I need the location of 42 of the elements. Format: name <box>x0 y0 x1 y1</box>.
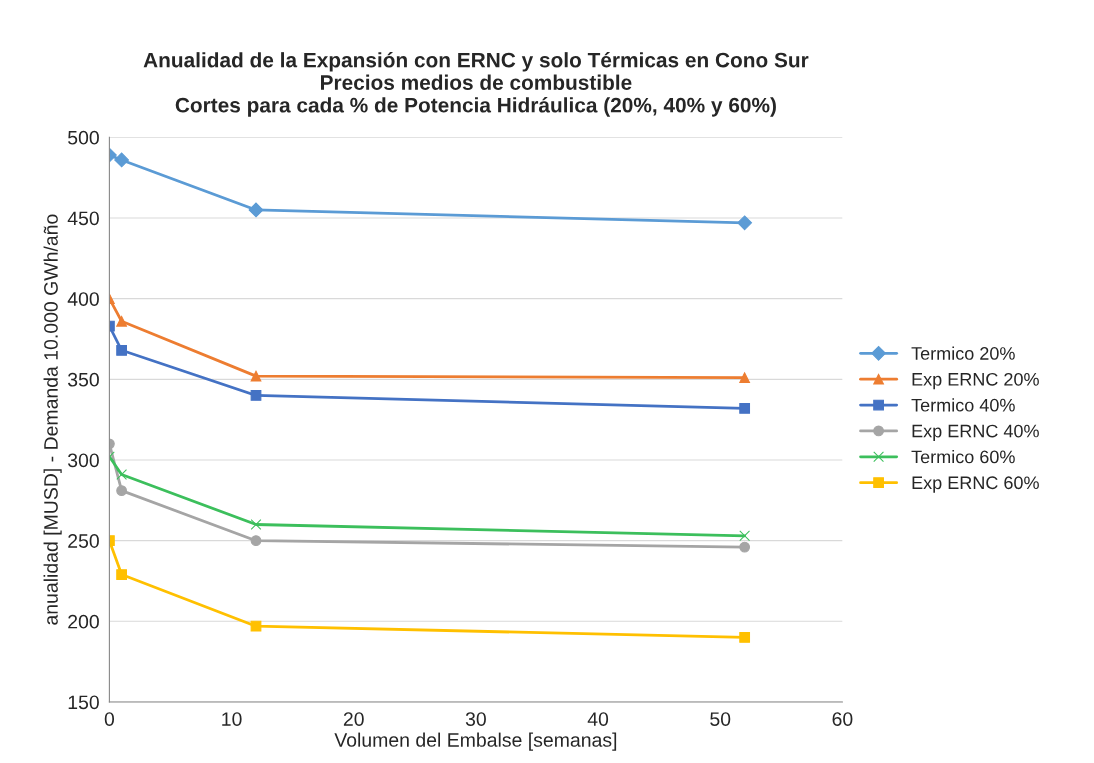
point <box>250 535 262 547</box>
point <box>739 541 751 553</box>
point <box>250 519 262 530</box>
y-tick-label: 500 <box>68 130 99 145</box>
y-tick-label: 250 <box>68 534 99 548</box>
point <box>250 390 262 401</box>
x-tick-label: 20 <box>343 712 364 726</box>
y-tick-label: 150 <box>68 695 99 710</box>
y-axis-title: anualidad [MUSD] - Demanda 10.000 GWh/año <box>43 214 62 625</box>
x-tick-label: 0 <box>104 712 115 726</box>
x-tick-label: 40 <box>587 712 609 726</box>
y-tick-label: 200 <box>68 614 99 629</box>
x-axis-title: Volumen del Embalse [semanas] <box>334 732 617 751</box>
point <box>116 569 127 580</box>
point <box>116 315 127 327</box>
point <box>739 632 751 643</box>
point <box>737 215 753 231</box>
x-tick-label: 30 <box>465 712 486 726</box>
x-tick-label: 10 <box>222 712 242 726</box>
point <box>250 620 262 632</box>
point <box>739 372 751 384</box>
legend-label: Termico 60% <box>911 450 1015 464</box>
point <box>116 485 127 497</box>
y-tick-label: 300 <box>67 453 99 468</box>
x-tick-label: 60 <box>832 712 853 726</box>
point <box>248 202 264 218</box>
x-tick-label: 50 <box>710 712 731 726</box>
y-tick-label: 400 <box>67 292 99 306</box>
y-tick-label: 350 <box>67 372 99 387</box>
legend-label: Termico 20% <box>911 346 1015 360</box>
legend-label: Exp ERNC 60% <box>912 476 1039 493</box>
point <box>116 469 127 480</box>
point <box>114 152 130 168</box>
y-tick-label: 450 <box>67 211 99 226</box>
legend-label: Termico 40% <box>911 398 1015 412</box>
legend-label: Exp ERNC 20% <box>912 372 1039 390</box>
point <box>739 402 751 414</box>
point <box>250 370 262 382</box>
chart-title: Anualidad de la Expansión con ERNC y solo Térmicas en Cono Sur Precios medios de combustible Cortes para cada % de Potencia Hidráulica (20%, 40% y 60%) <box>143 51 809 117</box>
legend-label: Exp ERNC 40% <box>912 424 1039 441</box>
point <box>116 344 127 356</box>
point <box>739 530 751 542</box>
